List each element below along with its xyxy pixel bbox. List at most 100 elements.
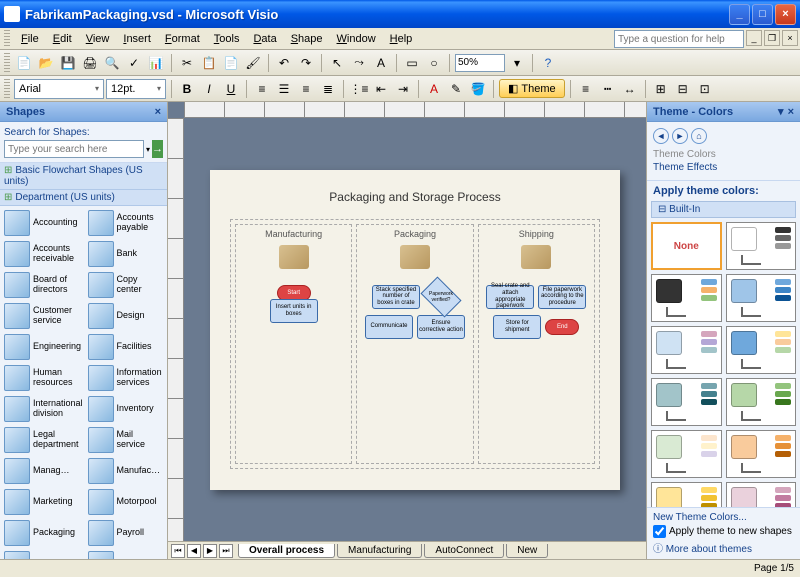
copy-button[interactable]: 📋: [199, 53, 219, 73]
close-button[interactable]: ×: [775, 4, 796, 25]
menu-view[interactable]: View: [79, 31, 117, 47]
grip[interactable]: [4, 79, 10, 99]
page-tab[interactable]: Manufacturing: [337, 544, 422, 558]
print-preview-button[interactable]: 🔍: [102, 53, 122, 73]
menu-shape[interactable]: Shape: [284, 31, 330, 47]
vertical-ruler[interactable]: [168, 118, 184, 541]
panel-dropdown-button[interactable]: ▾: [778, 105, 784, 118]
doc-minimize-button[interactable]: _: [746, 30, 762, 46]
home-button[interactable]: ⌂: [691, 128, 707, 144]
theme-colors-link[interactable]: Theme Colors: [653, 148, 794, 161]
shape-item[interactable]: Board of directors: [2, 270, 85, 300]
shape-item[interactable]: Design: [86, 301, 165, 331]
forward-button[interactable]: ►: [672, 128, 688, 144]
undo-button[interactable]: ↶: [274, 53, 294, 73]
shape-item[interactable]: Payroll: [86, 518, 165, 548]
shape-item[interactable]: International division: [2, 394, 85, 424]
font-name-combo[interactable]: Arial▾: [14, 79, 104, 99]
horizontal-ruler[interactable]: [184, 102, 646, 118]
theme-swatch[interactable]: [651, 326, 722, 374]
menu-file[interactable]: File: [14, 31, 46, 47]
shape-item[interactable]: Marketing: [2, 487, 85, 517]
doc-close-button[interactable]: ×: [782, 30, 798, 46]
process-box[interactable]: Seal crate and attach appropriate paperw…: [486, 285, 534, 309]
prev-page-button[interactable]: ◀: [187, 544, 201, 558]
theme-swatch[interactable]: [726, 430, 797, 478]
theme-swatch[interactable]: [726, 274, 797, 322]
justify-button[interactable]: ≣: [318, 79, 338, 99]
grip[interactable]: [4, 53, 10, 73]
process-box[interactable]: Store for shipment: [493, 315, 541, 339]
decrease-indent-button[interactable]: ⇤: [371, 79, 391, 99]
cut-button[interactable]: ✂: [177, 53, 197, 73]
theme-swatch[interactable]: [726, 378, 797, 426]
apply-to-new-checkbox[interactable]: Apply theme to new shapes: [653, 525, 794, 538]
back-button[interactable]: ◄: [653, 128, 669, 144]
shape-search-input[interactable]: [4, 140, 144, 158]
theme-swatch[interactable]: [726, 482, 797, 507]
align-shapes-button[interactable]: ⊞: [651, 79, 671, 99]
shape-item[interactable]: Accounting: [2, 208, 85, 238]
shape-item[interactable]: Customer service: [2, 301, 85, 331]
menu-insert[interactable]: Insert: [116, 31, 158, 47]
first-page-button[interactable]: ⏮: [171, 544, 185, 558]
doc-restore-button[interactable]: ❐: [764, 30, 780, 46]
theme-swatch[interactable]: [726, 222, 797, 270]
underline-button[interactable]: U: [221, 79, 241, 99]
connect-button[interactable]: ⊡: [695, 79, 715, 99]
minimize-button[interactable]: _: [729, 4, 750, 25]
swimlane[interactable]: Shipping Seal crate and attach appropria…: [478, 224, 595, 464]
text-button[interactable]: A: [371, 53, 391, 73]
theme-swatch[interactable]: [651, 378, 722, 426]
next-page-button[interactable]: ▶: [203, 544, 217, 558]
page-tab[interactable]: New: [506, 544, 548, 558]
shape-item[interactable]: Facilities: [86, 332, 165, 362]
align-left-button[interactable]: ≡: [252, 79, 272, 99]
line-ends-button[interactable]: ↔: [620, 79, 640, 99]
swimlane[interactable]: Packaging Stack specified number of boxe…: [356, 224, 473, 464]
open-button[interactable]: 📂: [36, 53, 56, 73]
align-right-button[interactable]: ≡: [296, 79, 316, 99]
shape-item[interactable]: Legal department: [2, 425, 85, 455]
connector-button[interactable]: ⤳: [349, 53, 369, 73]
fill-color-button[interactable]: 🪣: [468, 79, 488, 99]
process-box[interactable]: Stack specified number of boxes in crate: [372, 285, 420, 309]
drawing-canvas[interactable]: Packaging and Storage Process Manufactur…: [184, 118, 646, 541]
menu-window[interactable]: Window: [330, 31, 383, 47]
theme-swatch[interactable]: [651, 430, 722, 478]
pointer-button[interactable]: ↖: [327, 53, 347, 73]
stencil-header[interactable]: ⊞Basic Flowchart Shapes (US units): [0, 163, 167, 190]
more-about-themes-link[interactable]: ⓘ More about themes: [653, 544, 752, 555]
stencil-header[interactable]: ⊞Department (US units): [0, 190, 167, 206]
font-color-button[interactable]: A: [424, 79, 444, 99]
swimlane[interactable]: Manufacturing Start Insert units in boxe…: [235, 224, 352, 464]
shape-item[interactable]: Accounts receivable: [2, 239, 85, 269]
search-dropdown-button[interactable]: ▾: [146, 145, 150, 154]
increase-indent-button[interactable]: ⇥: [393, 79, 413, 99]
shape-item[interactable]: Mail service: [86, 425, 165, 455]
process-box[interactable]: Ensure corrective action: [417, 315, 465, 339]
shape-item[interactable]: Purchasing: [86, 549, 165, 559]
theme-swatch-none[interactable]: None: [651, 222, 722, 270]
research-button[interactable]: 📊: [146, 53, 166, 73]
drawing-page[interactable]: Packaging and Storage Process Manufactur…: [210, 170, 620, 490]
shape-item[interactable]: Copy center: [86, 270, 165, 300]
shape-item[interactable]: Accounts payable: [86, 208, 165, 238]
end-terminator[interactable]: End: [545, 319, 579, 335]
last-page-button[interactable]: ⏭: [219, 544, 233, 558]
close-panel-button[interactable]: ×: [788, 106, 794, 118]
line-weight-button[interactable]: ≡: [576, 79, 596, 99]
help-search-input[interactable]: [614, 30, 744, 48]
shape-item[interactable]: Engineering: [2, 332, 85, 362]
close-panel-button[interactable]: ×: [155, 106, 161, 118]
rectangle-button[interactable]: ▭: [402, 53, 422, 73]
shape-item[interactable]: Manufac…: [86, 456, 165, 486]
shape-item[interactable]: Human resources: [2, 363, 85, 393]
ellipse-button[interactable]: ○: [424, 53, 444, 73]
theme-swatch[interactable]: [651, 274, 722, 322]
shape-item[interactable]: Motorpool: [86, 487, 165, 517]
process-box[interactable]: Communicate: [365, 315, 413, 339]
line-color-button[interactable]: ✎: [446, 79, 466, 99]
distribute-button[interactable]: ⊟: [673, 79, 693, 99]
menu-help[interactable]: Help: [383, 31, 420, 47]
